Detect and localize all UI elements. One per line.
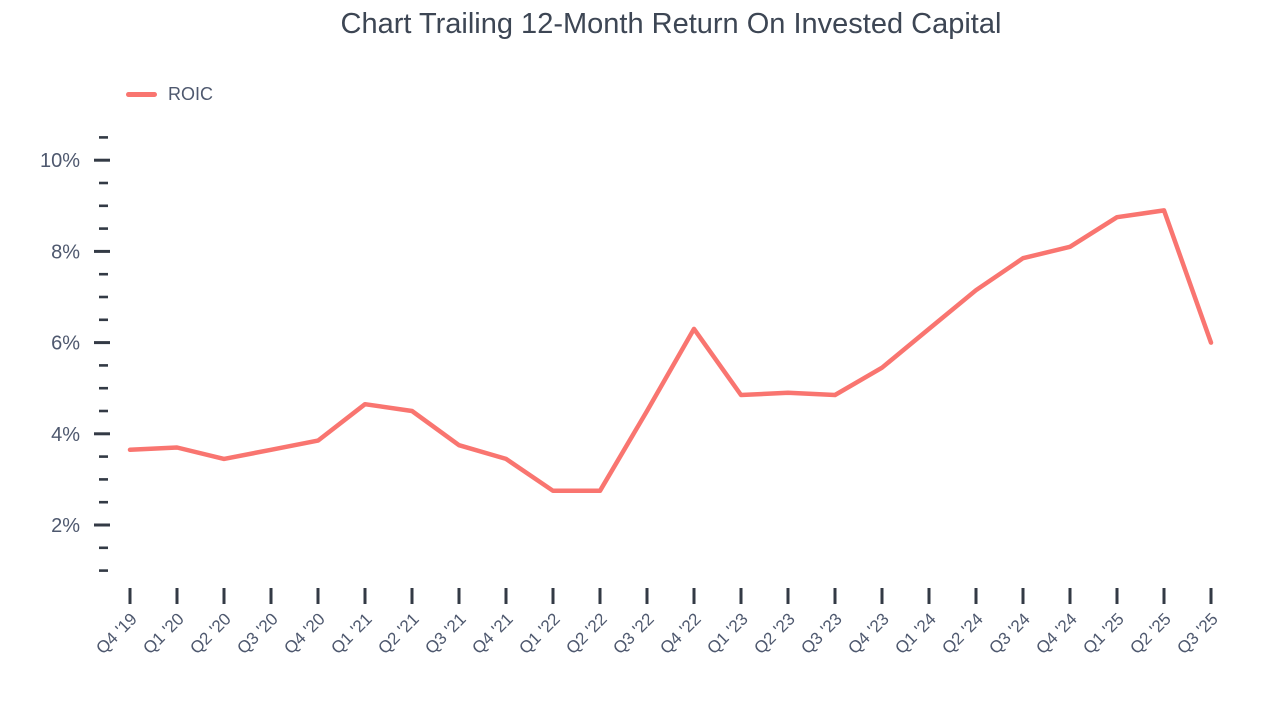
x-axis-tick-label: Q4 '20	[280, 609, 328, 657]
x-axis-tick-label: Q3 '22	[609, 609, 657, 657]
roic-line	[127, 208, 1214, 494]
x-axis-tick-label: Q3 '21	[421, 609, 469, 657]
x-axis-tick-label: Q2 '22	[562, 609, 610, 657]
x-axis-tick-label: Q2 '21	[374, 609, 422, 657]
legend: ROIC	[126, 84, 213, 105]
x-axis-tick-label: Q4 '21	[468, 609, 516, 657]
x-axis-tick-label: Q3 '24	[985, 609, 1033, 657]
y-axis-tick-label: 6%	[51, 333, 80, 355]
x-axis-tick-label: Q1 '20	[139, 609, 187, 657]
x-axis-tick-label: Q1 '21	[327, 609, 375, 657]
x-axis-tick-label: Q3 '25	[1173, 609, 1221, 657]
x-axis-tick-label: Q1 '23	[703, 609, 751, 657]
x-axis-tick-label: Q1 '25	[1079, 609, 1127, 657]
legend-line-swatch	[126, 92, 157, 97]
x-axis-tick-label: Q4 '19	[92, 609, 140, 657]
y-axis-tick-label: 4%	[51, 424, 80, 446]
y-axis-tick-label: 8%	[51, 241, 80, 263]
legend-series-label: ROIC	[168, 84, 213, 104]
x-axis-tick-label: Q3 '20	[233, 609, 281, 657]
x-axis-tick-label: Q2 '23	[750, 609, 798, 657]
y-axis-tick-label: 2%	[51, 515, 80, 537]
chart-title: Chart Trailing 12-Month Return On Invest…	[340, 8, 1002, 40]
x-axis-tick-label: Q1 '24	[891, 609, 939, 657]
x-axis-tick-label: Q1 '22	[515, 609, 563, 657]
x-axis-tick-label: Q2 '25	[1126, 609, 1174, 657]
x-axis-tick-label: Q3 '23	[797, 609, 845, 657]
x-axis-tick-label: Q4 '22	[656, 609, 704, 657]
x-axis-tick-label: Q4 '23	[844, 609, 892, 657]
x-axis-tick-label: Q4 '24	[1032, 609, 1080, 657]
x-axis-tick-label: Q2 '24	[938, 609, 986, 657]
y-axis-tick-label: 10%	[40, 150, 80, 172]
x-axis-tick-label: Q2 '20	[186, 609, 234, 657]
